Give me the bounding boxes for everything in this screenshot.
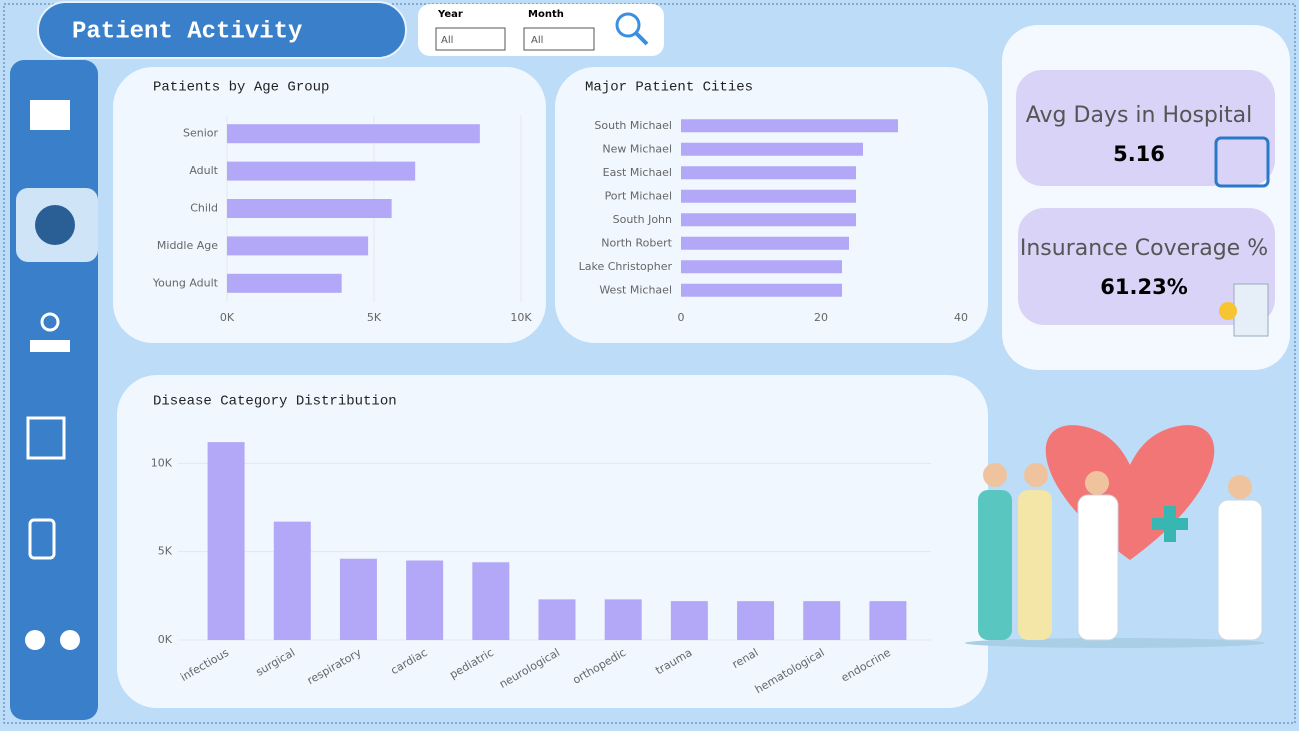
kpi-label: Avg Days in Hospital [1026,103,1252,128]
filter-label: Year [437,9,463,20]
bar [406,560,444,640]
icon-staff[interactable] [25,630,45,650]
y-tick-label: East Michael [603,166,672,179]
bar [227,161,416,181]
bar [681,189,856,203]
x-tick-label: 5K [367,311,382,324]
filter-label: Month [528,9,564,20]
bar [273,521,311,640]
icon-patient[interactable] [35,205,75,245]
y-tick-label: Port Michael [605,189,672,202]
bar [670,601,708,640]
y-tick-label: South Michael [594,119,672,132]
bar [869,601,907,640]
icon-billing[interactable] [26,416,66,460]
x-tick-label: 0 [678,311,685,324]
y-tick-label: West Michael [599,283,672,296]
kpi-card [1018,208,1275,325]
y-tick-label: South John [613,213,672,226]
illustration [965,425,1265,648]
bar [681,166,856,180]
bar [227,273,342,293]
bar [803,601,841,640]
y-tick-label: Senior [183,127,219,140]
bar [737,601,775,640]
bar [227,124,480,144]
chart-title: Disease Category Distribution [153,394,397,410]
y-tick-label: Young Adult [152,276,219,289]
kpi-value: 61.23% [1100,275,1187,299]
filter-value: All [441,35,453,46]
kpi-label: Insurance Coverage % [1020,236,1268,261]
bar [339,558,377,640]
y-tick-label: Adult [189,164,218,177]
y-tick-label: Child [190,202,218,215]
y-tick-label: 5K [158,545,173,558]
bar [227,199,392,218]
x-tick-label: 20 [814,311,828,324]
bar [681,260,842,274]
y-tick-label: Middle Age [157,239,218,252]
x-tick-label: 0K [220,311,235,324]
calendar-icon [1214,136,1270,188]
bar [538,599,576,640]
y-tick-label: North Robert [601,236,672,249]
y-tick-label: New Michael [602,142,672,155]
icon-org[interactable] [40,312,60,332]
chart-title: Major Patient Cities [585,80,753,96]
filter-dropdown[interactable] [523,27,595,51]
y-tick-label: Lake Christopher [579,260,673,273]
icon-medicine[interactable] [28,518,56,560]
y-tick-label: 10K [151,456,173,469]
bar [472,562,510,640]
kpi-card [1016,70,1275,186]
header-pill [37,1,407,59]
document-icon-plus [1219,302,1237,320]
bar [681,213,856,227]
header-title: Patient Activity [72,18,302,45]
search-icon[interactable] [615,12,649,46]
bar [227,236,369,256]
card [555,67,988,343]
y-tick-label: 0K [158,633,173,646]
bar [681,236,849,250]
bar [207,442,245,640]
icon-staff-2 [60,630,80,650]
icon-hospital[interactable] [30,100,70,130]
x-tick-label: 40 [954,311,968,324]
bar [681,119,898,133]
filter-dropdown[interactable] [435,27,506,51]
bar [681,142,863,156]
chart-title: Patients by Age Group [153,80,329,96]
x-tick-label: 10K [510,311,532,324]
icon-org-base [30,340,70,352]
filter-value: All [531,35,543,46]
bar [681,283,842,297]
document-icon [1233,283,1269,337]
kpi-value: 5.16 [1113,142,1165,166]
sidebar-icons [25,100,80,650]
sidebar [10,60,98,720]
bar [604,599,642,640]
